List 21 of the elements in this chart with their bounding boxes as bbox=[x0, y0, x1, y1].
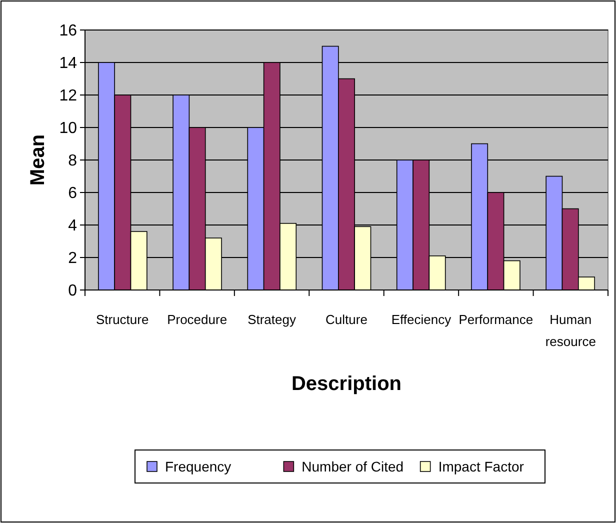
y-tick-label: 2 bbox=[68, 250, 78, 268]
y-axis-title: Mean bbox=[27, 134, 49, 186]
x-tick-label: Structure bbox=[96, 312, 149, 327]
y-tick-label: 8 bbox=[68, 152, 78, 170]
legend-label: Impact Factor bbox=[438, 458, 524, 474]
x-tick-label: Human resource bbox=[545, 312, 596, 349]
legend-label: Frequency bbox=[165, 458, 232, 474]
x-axis-title: Description bbox=[291, 373, 402, 395]
y-tick-label: 16 bbox=[59, 22, 78, 40]
y-tick-label: 14 bbox=[59, 55, 78, 72]
y-tick-label: 6 bbox=[68, 185, 78, 202]
x-tick-label: Performance bbox=[458, 312, 534, 327]
x-tick-label: Procedure bbox=[167, 312, 228, 327]
y-tick-label: 12 bbox=[59, 88, 78, 105]
x-tick-label: Effeciency bbox=[391, 312, 452, 327]
y-tick-label: 0 bbox=[68, 282, 78, 300]
y-tick-label: 10 bbox=[59, 120, 78, 138]
y-tick-label: 4 bbox=[68, 218, 78, 235]
x-tick-label: Culture bbox=[326, 312, 368, 327]
legend-label: Number of Cited bbox=[302, 458, 404, 474]
x-tick-label: Strategy bbox=[248, 312, 296, 327]
